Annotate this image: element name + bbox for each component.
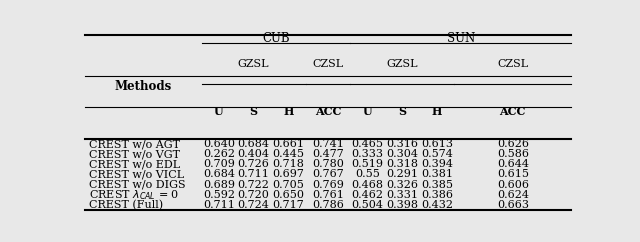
Text: 0.333: 0.333 [352, 149, 384, 159]
Text: 0.404: 0.404 [237, 149, 269, 159]
Text: 0.720: 0.720 [237, 190, 269, 200]
Text: 0.468: 0.468 [352, 180, 384, 189]
Text: CREST w/o VGT: CREST w/o VGT [89, 149, 180, 159]
Text: S: S [398, 106, 406, 117]
Text: 0.661: 0.661 [273, 139, 305, 149]
Text: Methods: Methods [115, 80, 172, 93]
Text: 0.717: 0.717 [273, 200, 304, 210]
Text: 0.786: 0.786 [312, 200, 344, 210]
Text: 0.613: 0.613 [421, 139, 453, 149]
Text: 0.684: 0.684 [237, 139, 269, 149]
Text: 0.650: 0.650 [273, 190, 305, 200]
Text: 0.761: 0.761 [312, 190, 344, 200]
Text: 0.381: 0.381 [421, 169, 453, 179]
Text: 0.705: 0.705 [273, 180, 304, 189]
Text: 0.689: 0.689 [203, 180, 235, 189]
Text: 0.718: 0.718 [273, 159, 304, 169]
Text: 0.574: 0.574 [421, 149, 453, 159]
Text: ACC: ACC [315, 106, 341, 117]
Text: 0.462: 0.462 [352, 190, 384, 200]
Text: 0.626: 0.626 [497, 139, 529, 149]
Text: SUN: SUN [447, 32, 475, 45]
Text: CZSL: CZSL [497, 59, 529, 68]
Text: 0.326: 0.326 [387, 180, 419, 189]
Text: CREST w/o EDL: CREST w/o EDL [89, 159, 180, 169]
Text: 0.697: 0.697 [273, 169, 304, 179]
Text: S: S [250, 106, 258, 117]
Text: 0.711: 0.711 [237, 169, 269, 179]
Text: 0.624: 0.624 [497, 190, 529, 200]
Text: 0.592: 0.592 [203, 190, 235, 200]
Text: 0.722: 0.722 [237, 180, 269, 189]
Text: 0.586: 0.586 [497, 149, 529, 159]
Text: 0.741: 0.741 [312, 139, 344, 149]
Text: CREST (Full): CREST (Full) [89, 200, 163, 210]
Text: 0.331: 0.331 [387, 190, 419, 200]
Text: 0.465: 0.465 [352, 139, 384, 149]
Text: CZSL: CZSL [312, 59, 344, 68]
Text: 0.644: 0.644 [497, 159, 529, 169]
Text: 0.519: 0.519 [352, 159, 384, 169]
Text: 0.684: 0.684 [203, 169, 235, 179]
Text: 0.709: 0.709 [203, 159, 235, 169]
Text: 0.394: 0.394 [421, 159, 453, 169]
Text: 0.606: 0.606 [497, 180, 529, 189]
Text: CUB: CUB [262, 32, 290, 45]
Text: 0.291: 0.291 [387, 169, 419, 179]
Text: 0.318: 0.318 [387, 159, 419, 169]
Text: CREST w/o AGT: CREST w/o AGT [89, 139, 180, 149]
Text: CREST w/o VICL: CREST w/o VICL [89, 169, 184, 179]
Text: CREST $\lambda_{CAL}$ = 0: CREST $\lambda_{CAL}$ = 0 [89, 188, 179, 202]
Text: 0.385: 0.385 [421, 180, 453, 189]
Text: 0.769: 0.769 [312, 180, 344, 189]
Text: H: H [283, 106, 294, 117]
Text: 0.640: 0.640 [203, 139, 235, 149]
Text: U: U [363, 106, 372, 117]
Text: 0.711: 0.711 [203, 200, 235, 210]
Text: 0.55: 0.55 [355, 169, 380, 179]
Text: GZSL: GZSL [387, 59, 418, 68]
Text: 0.304: 0.304 [387, 149, 419, 159]
Text: 0.316: 0.316 [387, 139, 419, 149]
Text: H: H [432, 106, 442, 117]
Text: 0.780: 0.780 [312, 159, 344, 169]
Text: 0.398: 0.398 [387, 200, 419, 210]
Text: U: U [214, 106, 224, 117]
Text: 0.445: 0.445 [273, 149, 305, 159]
Text: 0.615: 0.615 [497, 169, 529, 179]
Text: 0.262: 0.262 [203, 149, 235, 159]
Text: 0.726: 0.726 [237, 159, 269, 169]
Text: 0.432: 0.432 [421, 200, 453, 210]
Text: ACC: ACC [500, 106, 526, 117]
Text: 0.477: 0.477 [312, 149, 344, 159]
Text: 0.663: 0.663 [497, 200, 529, 210]
Text: GZSL: GZSL [238, 59, 269, 68]
Text: 0.504: 0.504 [352, 200, 384, 210]
Text: CREST w/o DIGS: CREST w/o DIGS [89, 180, 186, 189]
Text: 0.386: 0.386 [421, 190, 453, 200]
Text: 0.767: 0.767 [312, 169, 344, 179]
Text: 0.724: 0.724 [237, 200, 269, 210]
